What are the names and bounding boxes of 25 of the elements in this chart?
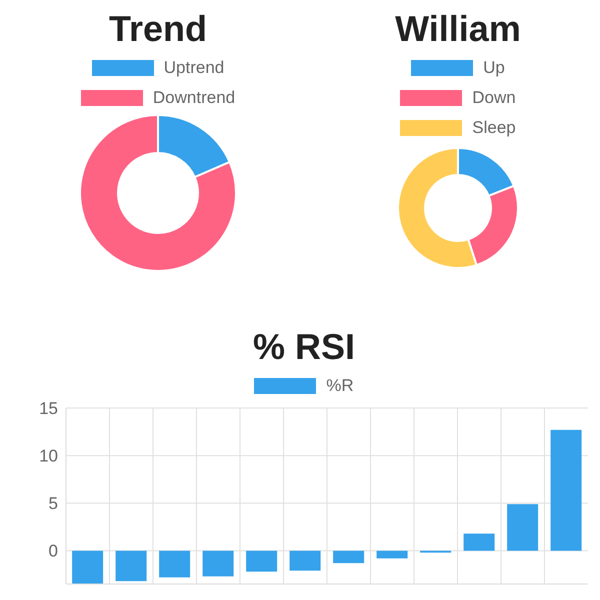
bar	[202, 550, 234, 576]
legend-label: Downtrend	[152, 88, 236, 108]
bar	[116, 550, 147, 582]
legend-label: Up	[483, 58, 505, 78]
y-tick-label: 10	[39, 446, 58, 466]
bar	[159, 550, 190, 578]
legend-label: Down	[472, 88, 516, 108]
donut-slice	[79, 114, 237, 272]
y-tick-label: 15	[39, 399, 58, 418]
chart-title: Trend	[108, 8, 207, 51]
legend-label: Uptrend	[164, 58, 224, 78]
bar	[290, 550, 321, 571]
bar	[72, 550, 104, 584]
bar	[507, 504, 538, 551]
legend-label: Sleep	[472, 118, 516, 138]
bar	[464, 534, 495, 551]
bar	[333, 550, 364, 564]
bar	[376, 550, 408, 558]
chart-title: William	[395, 8, 521, 51]
chart-title: % RSI	[252, 326, 356, 369]
legend-label: %R	[326, 376, 354, 396]
y-tick-label: 0	[48, 542, 58, 561]
y-tick-label: 5	[48, 494, 58, 514]
bar	[246, 550, 278, 572]
bar	[550, 430, 582, 551]
